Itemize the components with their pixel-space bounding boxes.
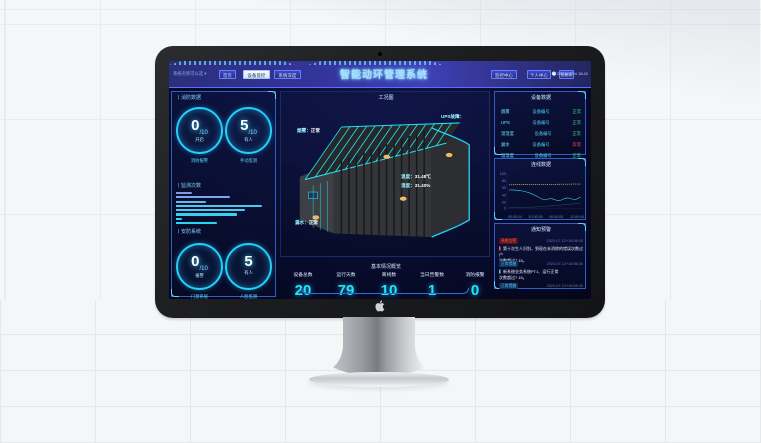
svg-text:80: 80	[502, 179, 506, 183]
svg-text:40: 40	[502, 193, 506, 197]
svg-text:20: 20	[502, 201, 506, 205]
svg-text:0: 0	[504, 207, 506, 211]
svg-text:100: 100	[500, 172, 506, 176]
svg-text:60: 60	[502, 186, 506, 190]
